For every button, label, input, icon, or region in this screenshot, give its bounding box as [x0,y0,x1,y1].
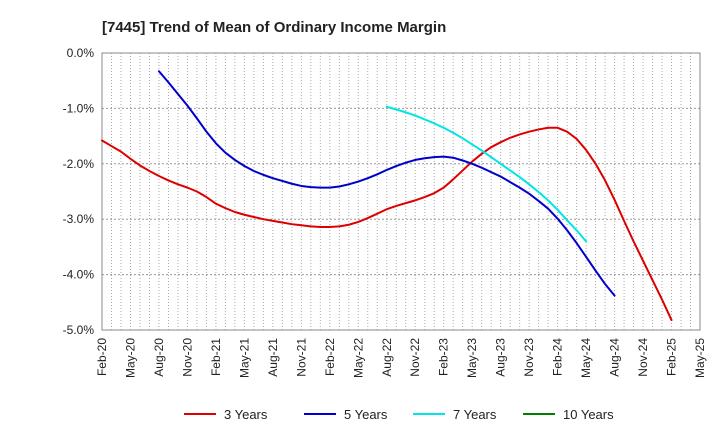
series-line-7-years [385,105,588,243]
y-tick-label: -3.0% [63,212,95,226]
x-tick-label: Nov-20 [180,338,194,377]
grid [101,52,701,331]
x-tick-label: Aug-21 [266,338,280,377]
x-tick-label: Aug-24 [608,338,622,377]
legend-label-7-years: 7 Years [453,407,497,422]
x-tick-label: May-23 [465,338,479,378]
x-tick-label: Feb-25 [665,338,679,376]
x-tick-label: Aug-22 [380,338,394,377]
x-tick-label: Nov-22 [408,338,422,377]
x-tick-label: Nov-21 [294,338,308,377]
x-tick-label: May-24 [579,338,593,378]
y-tick-label: -1.0% [63,101,95,115]
plot-frame [101,52,701,331]
x-tick-label: May-21 [237,338,251,378]
x-tick-label: Nov-24 [636,338,650,377]
series-lines [101,70,673,322]
x-tick-label: Aug-20 [152,338,166,377]
legend-label-3-years: 3 Years [224,407,268,422]
legend-label-5-years: 5 Years [344,407,388,422]
x-tick-label: Nov-23 [522,338,536,377]
x-tick-label: May-25 [693,338,707,378]
y-tick-label: -5.0% [63,323,95,337]
series-line-5-years [157,70,616,297]
legend-label-10-years: 10 Years [563,407,614,422]
x-tick-label: May-22 [351,338,365,378]
x-tick-label: Feb-23 [437,338,451,376]
x-tick-label: Feb-21 [209,338,223,376]
x-tick-label: Feb-24 [551,338,565,376]
y-tick-label: 0.0% [67,46,95,60]
legend: 3 Years 5 Years 7 Years 10 Years [184,407,614,422]
axes: 0.0% -1.0% -2.0% -3.0% -4.0% -5.0%Feb-20 May-2… [63,46,707,378]
x-tick-label: May-20 [123,338,137,378]
x-tick-label: Aug-23 [494,338,508,377]
chart-title: [7445] Trend of Mean of Ordinary Income … [102,19,446,36]
y-tick-label: -2.0% [63,157,95,171]
x-tick-label: Feb-22 [323,338,337,376]
series-line-3-years [101,126,673,322]
x-tick-label: Feb-20 [95,338,109,376]
y-tick-label: -4.0% [63,268,95,282]
